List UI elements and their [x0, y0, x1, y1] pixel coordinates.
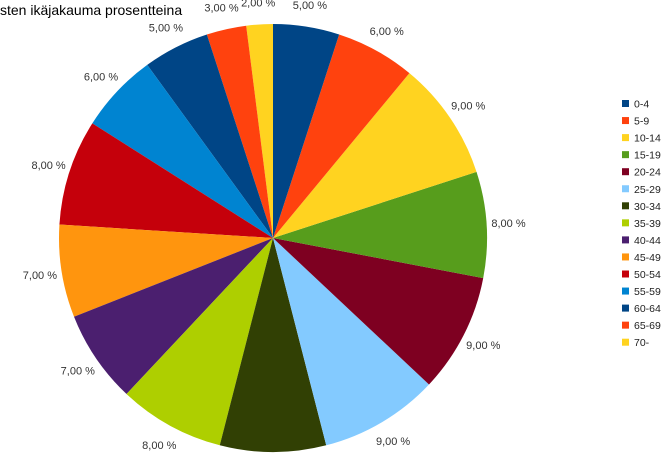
legend-swatch-20-24	[622, 168, 629, 176]
legend-label-70-: 70-	[634, 337, 650, 349]
value-label-45-49: 7,00 %	[23, 270, 57, 282]
value-label-60-64: 5,00 %	[149, 23, 183, 35]
legend-swatch-5-9	[622, 117, 629, 125]
value-label-55-59: 6,00 %	[84, 71, 118, 83]
legend-swatch-50-54	[622, 270, 629, 278]
legend-label-60-64: 60-64	[634, 303, 661, 315]
legend-swatch-65-69	[622, 321, 629, 329]
legend-swatch-40-44	[622, 236, 629, 244]
legend-label-50-54: 50-54	[634, 269, 661, 281]
legend-label-0-4: 0-4	[634, 99, 649, 111]
pie-slice-0-4	[273, 24, 340, 238]
pie-slice-40-44	[74, 238, 273, 394]
pie-slice-10-14	[273, 73, 477, 238]
pie-slice-25-29	[273, 238, 429, 446]
legend-swatch-60-64	[622, 304, 629, 312]
value-label-10-14: 9,00 %	[451, 100, 485, 112]
legend-swatch-45-49	[622, 253, 629, 261]
value-label-65-69: 3,00 %	[204, 3, 238, 15]
legend-swatch-10-14	[622, 134, 629, 142]
value-label-70-: 2,00 %	[241, 0, 275, 10]
value-label-5-9: 6,00 %	[370, 26, 404, 38]
legend-label-40-44: 40-44	[634, 235, 661, 247]
legend-label-15-19: 15-19	[634, 150, 661, 162]
pie-slice-60-64	[147, 34, 273, 238]
legend-swatch-15-19	[622, 151, 629, 159]
legend-label-5-9: 5-9	[634, 116, 649, 128]
legend-label-55-59: 55-59	[634, 286, 661, 298]
pie-slice-45-49	[58, 224, 273, 317]
legend-label-45-49: 45-49	[634, 252, 661, 264]
pie-slice-5-9	[273, 34, 410, 238]
pie-slices	[58, 24, 488, 453]
legend-swatch-35-39	[622, 219, 629, 227]
legend-swatch-25-29	[622, 185, 629, 193]
value-label-20-24: 9,00 %	[466, 340, 500, 352]
legend-swatch-70-	[622, 338, 629, 346]
value-label-35-39: 8,00 %	[142, 440, 176, 452]
legend-label-20-24: 20-24	[634, 167, 661, 179]
legend-swatch-30-34	[622, 202, 629, 210]
value-label-0-4: 5,00 %	[293, 0, 327, 12]
pie-value-labels: 2,00 %3,00 % 5,00 % 6,00 % 8,00 % 7,00 % 7,00…	[23, 0, 526, 452]
legend-swatch-0-4	[622, 100, 629, 107]
pie-slice-35-39	[126, 238, 273, 446]
chart-title: sten ikäjakauma prosentteina	[0, 2, 183, 18]
legend-label-10-14: 10-14	[634, 133, 661, 145]
pie-slice-50-54	[59, 123, 273, 238]
pie-slice-65-69	[206, 25, 273, 238]
value-label-15-19: 8,00 %	[491, 218, 525, 230]
pie-slice-20-24	[273, 238, 484, 385]
legend-label-25-29: 25-29	[634, 184, 661, 196]
pie-slice-30-34	[219, 238, 327, 453]
legend-label-35-39: 35-39	[634, 218, 661, 230]
legend-label-30-34: 30-34	[634, 201, 661, 213]
pie-slice-70-	[246, 24, 273, 238]
pie-slice-55-59	[92, 64, 273, 239]
legend: 0-4 5-9 10-14 15-19 20-24 25-29 30-34 35-39 40-4…	[622, 99, 661, 349]
legend-label-65-69: 65-69	[634, 320, 661, 332]
value-label-25-29: 9,00 %	[376, 436, 410, 448]
legend-swatch-55-59	[622, 287, 629, 295]
value-label-50-54: 8,00 %	[31, 160, 65, 172]
value-label-40-44: 7,00 %	[61, 366, 95, 378]
pie-slice-15-19	[273, 171, 488, 279]
